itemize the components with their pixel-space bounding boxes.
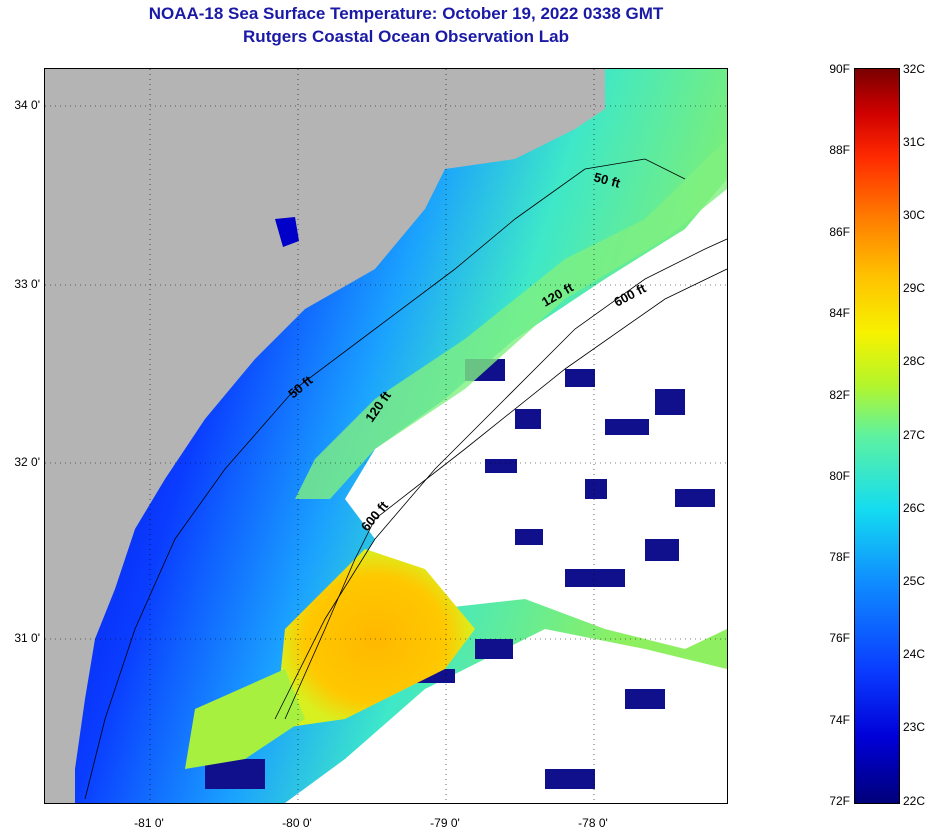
map-subtitle: Rutgers Coastal Ocean Observation Lab (243, 27, 569, 46)
warm-water-fringe (185, 669, 305, 769)
lon-tick-79: -79 0' (430, 816, 460, 830)
shelf-band (295, 139, 727, 499)
colorbar-f-88: 88F (829, 143, 850, 157)
colorbar-c-25: 25C (903, 574, 926, 588)
colorbar-f-90: 90F (829, 62, 850, 76)
map-title: NOAA-18 Sea Surface Temperature: October… (148, 4, 664, 23)
colorbar-c-28: 28C (903, 354, 926, 368)
contour-50ft (84, 158, 686, 800)
lon-tick-78: -78 0' (578, 816, 608, 830)
contour-label-50ft-north: 50 ft (592, 169, 622, 191)
lat-tick-34: 34 0' (14, 98, 40, 112)
contour-120ft (274, 238, 727, 720)
colorbar-f-72: 72F (829, 794, 850, 808)
cloud-cover-south (285, 629, 727, 803)
lon-tick-81: -81 0' (134, 816, 164, 830)
contour-600ft (284, 268, 727, 720)
map-grid (45, 69, 727, 803)
colorbar-c-26: 26C (903, 501, 926, 515)
sst-map-image: 50 ft 50 ft 120 ft 120 ft 600 ft 600 ft (45, 69, 727, 803)
inland-lake (275, 217, 299, 247)
colorbar-f-82: 82F (829, 388, 850, 402)
lon-tick-80: -80 0' (282, 816, 312, 830)
colorbar-c-32: 32C (903, 62, 926, 76)
colorbar-f-86: 86F (829, 225, 850, 239)
colorbar-f-80: 80F (829, 469, 850, 483)
lat-tick-32: 32 0' (14, 455, 40, 469)
colorbar-f-76: 76F (829, 631, 850, 645)
colorbar-c-27: 27C (903, 428, 926, 442)
temperature-colorbar (854, 68, 900, 804)
colorbar-c-23: 23C (903, 720, 926, 734)
colorbar-f-84: 84F (829, 306, 850, 320)
lat-tick-31: 31 0' (14, 631, 40, 645)
colorbar-f-78: 78F (829, 550, 850, 564)
colorbar-f-74: 74F (829, 713, 850, 727)
sst-map: 50 ft 50 ft 120 ft 120 ft 600 ft 600 ft (44, 68, 728, 804)
colorbar-c-24: 24C (903, 647, 926, 661)
lat-tick-33: 33 0' (14, 277, 40, 291)
colorbar-c-22: 22C (903, 794, 926, 808)
coastline-land (45, 69, 605, 803)
colorbar-c-31: 31C (903, 135, 926, 149)
colorbar-c-30: 30C (903, 208, 926, 222)
colorbar-c-29: 29C (903, 281, 926, 295)
